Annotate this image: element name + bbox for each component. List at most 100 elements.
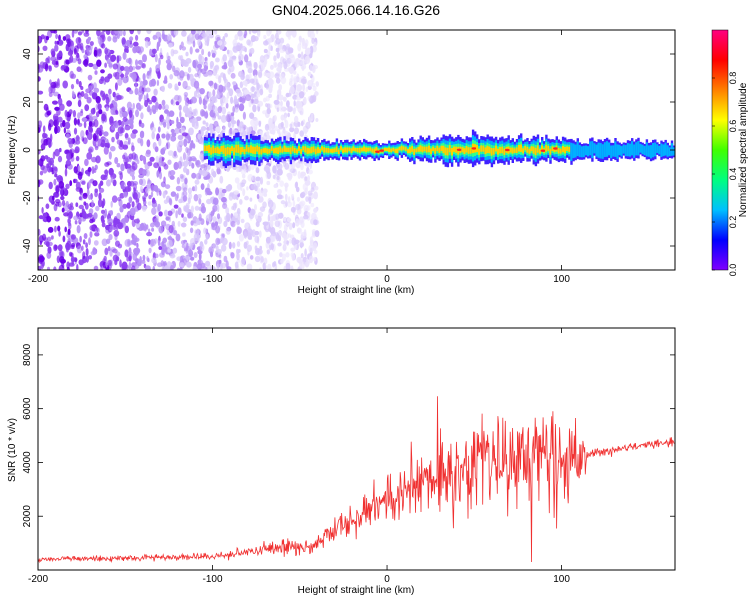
heatmap-cell bbox=[220, 114, 227, 123]
heatmap-cell bbox=[161, 99, 166, 106]
heatmap-cell bbox=[40, 155, 46, 162]
heatmap-cell bbox=[77, 165, 81, 172]
heatmap-cell bbox=[50, 48, 56, 56]
heatmap-cell bbox=[170, 128, 175, 134]
heatmap-cell bbox=[309, 236, 313, 244]
heatmap-cell bbox=[105, 259, 108, 268]
heatmap-cell bbox=[279, 252, 283, 258]
spectrogram-x-tick-label: -100 bbox=[203, 274, 223, 285]
heatmap-cell bbox=[342, 148, 345, 153]
heatmap-cell bbox=[267, 199, 274, 208]
heatmap-cell bbox=[225, 102, 229, 109]
heatmap-cell bbox=[300, 163, 304, 171]
heatmap-cell bbox=[303, 96, 307, 105]
heatmap-cell bbox=[128, 261, 132, 270]
heatmap-cell bbox=[316, 30, 319, 35]
heatmap-cell bbox=[287, 164, 294, 173]
heatmap-cell bbox=[305, 86, 309, 93]
heatmap-cell bbox=[86, 132, 93, 141]
heatmap-cell bbox=[160, 241, 166, 248]
heatmap-cell bbox=[93, 46, 98, 56]
heatmap-cell bbox=[505, 148, 510, 152]
heatmap-cell bbox=[292, 70, 297, 75]
heatmap-cell bbox=[138, 77, 141, 83]
heatmap-cell bbox=[258, 120, 262, 127]
heatmap-cell bbox=[400, 145, 404, 151]
heatmap-cell bbox=[79, 110, 84, 117]
heatmap-cell bbox=[156, 79, 160, 86]
heatmap-cell bbox=[239, 47, 243, 55]
heatmap-cell bbox=[228, 147, 232, 155]
heatmap-cell bbox=[314, 148, 318, 155]
heatmap-cell bbox=[136, 242, 139, 249]
heatmap-cell bbox=[160, 220, 167, 227]
heatmap-cell bbox=[144, 37, 151, 42]
heatmap-cell bbox=[267, 263, 272, 270]
heatmap-cell bbox=[257, 71, 263, 79]
heatmap-cell bbox=[147, 228, 151, 233]
heatmap-cell bbox=[64, 187, 68, 195]
heatmap-cell bbox=[68, 211, 73, 219]
heatmap-cell bbox=[286, 100, 290, 108]
heatmap-cell bbox=[280, 259, 284, 264]
heatmap-cell bbox=[208, 33, 214, 39]
heatmap-cell bbox=[66, 100, 72, 107]
heatmap-cell bbox=[574, 144, 577, 158]
heatmap-cell bbox=[93, 168, 97, 174]
heatmap-cell bbox=[300, 253, 304, 259]
heatmap-cell bbox=[124, 225, 129, 234]
heatmap-cell bbox=[170, 191, 177, 197]
heatmap-cell bbox=[303, 127, 308, 135]
heatmap-cell bbox=[265, 236, 271, 244]
heatmap-cell bbox=[249, 197, 253, 202]
heatmap-cell bbox=[119, 206, 124, 213]
heatmap-cell bbox=[75, 139, 81, 145]
spectrogram-y-axis: -40 -20 0 20 40 bbox=[22, 48, 675, 253]
heatmap-cell bbox=[259, 190, 264, 198]
heatmap-cell bbox=[434, 148, 437, 154]
heatmap-cell bbox=[158, 155, 162, 163]
heatmap-cell bbox=[119, 259, 122, 268]
heatmap-cell bbox=[215, 237, 221, 246]
heatmap-cell bbox=[45, 57, 50, 64]
heatmap-cell bbox=[53, 91, 59, 97]
heatmap-cell bbox=[101, 129, 104, 135]
heatmap-cell bbox=[247, 147, 251, 153]
heatmap-cell bbox=[309, 255, 314, 264]
heatmap-cell bbox=[309, 30, 315, 34]
heatmap-cell bbox=[205, 122, 209, 127]
heatmap-cell bbox=[87, 74, 93, 81]
heatmap-cell bbox=[273, 184, 278, 188]
heatmap-cell bbox=[356, 148, 360, 153]
heatmap-cell bbox=[221, 196, 227, 203]
heatmap-cell bbox=[105, 30, 111, 35]
heatmap-cell bbox=[223, 220, 228, 228]
heatmap-cell bbox=[234, 107, 239, 113]
heatmap-cell bbox=[172, 65, 176, 73]
heatmap-cell bbox=[603, 142, 607, 157]
heatmap-cell bbox=[171, 252, 175, 258]
heatmap-cell bbox=[258, 146, 261, 155]
heatmap-cell bbox=[120, 65, 125, 71]
heatmap-cell bbox=[47, 246, 52, 254]
heatmap-cell bbox=[277, 42, 283, 50]
heatmap-cell bbox=[179, 110, 182, 118]
heatmap-cell bbox=[103, 146, 109, 155]
heatmap-cell bbox=[480, 145, 483, 152]
heatmap-cell bbox=[256, 145, 259, 152]
heatmap-cell bbox=[203, 175, 209, 180]
heatmap-cell bbox=[288, 66, 294, 74]
heatmap-cell bbox=[180, 222, 187, 228]
heatmap-cell bbox=[140, 112, 144, 120]
heatmap-cell bbox=[88, 180, 91, 189]
heatmap-cell bbox=[193, 108, 198, 117]
heatmap-cell bbox=[152, 109, 157, 115]
heatmap-cell bbox=[244, 195, 249, 201]
heatmap-cell bbox=[212, 89, 216, 97]
heatmap-cell bbox=[181, 30, 187, 37]
heatmap-cell bbox=[144, 162, 150, 170]
heatmap-cell bbox=[124, 124, 131, 131]
heatmap-cell bbox=[392, 147, 395, 152]
heatmap-cell bbox=[193, 252, 198, 258]
heatmap-cell bbox=[643, 145, 646, 156]
